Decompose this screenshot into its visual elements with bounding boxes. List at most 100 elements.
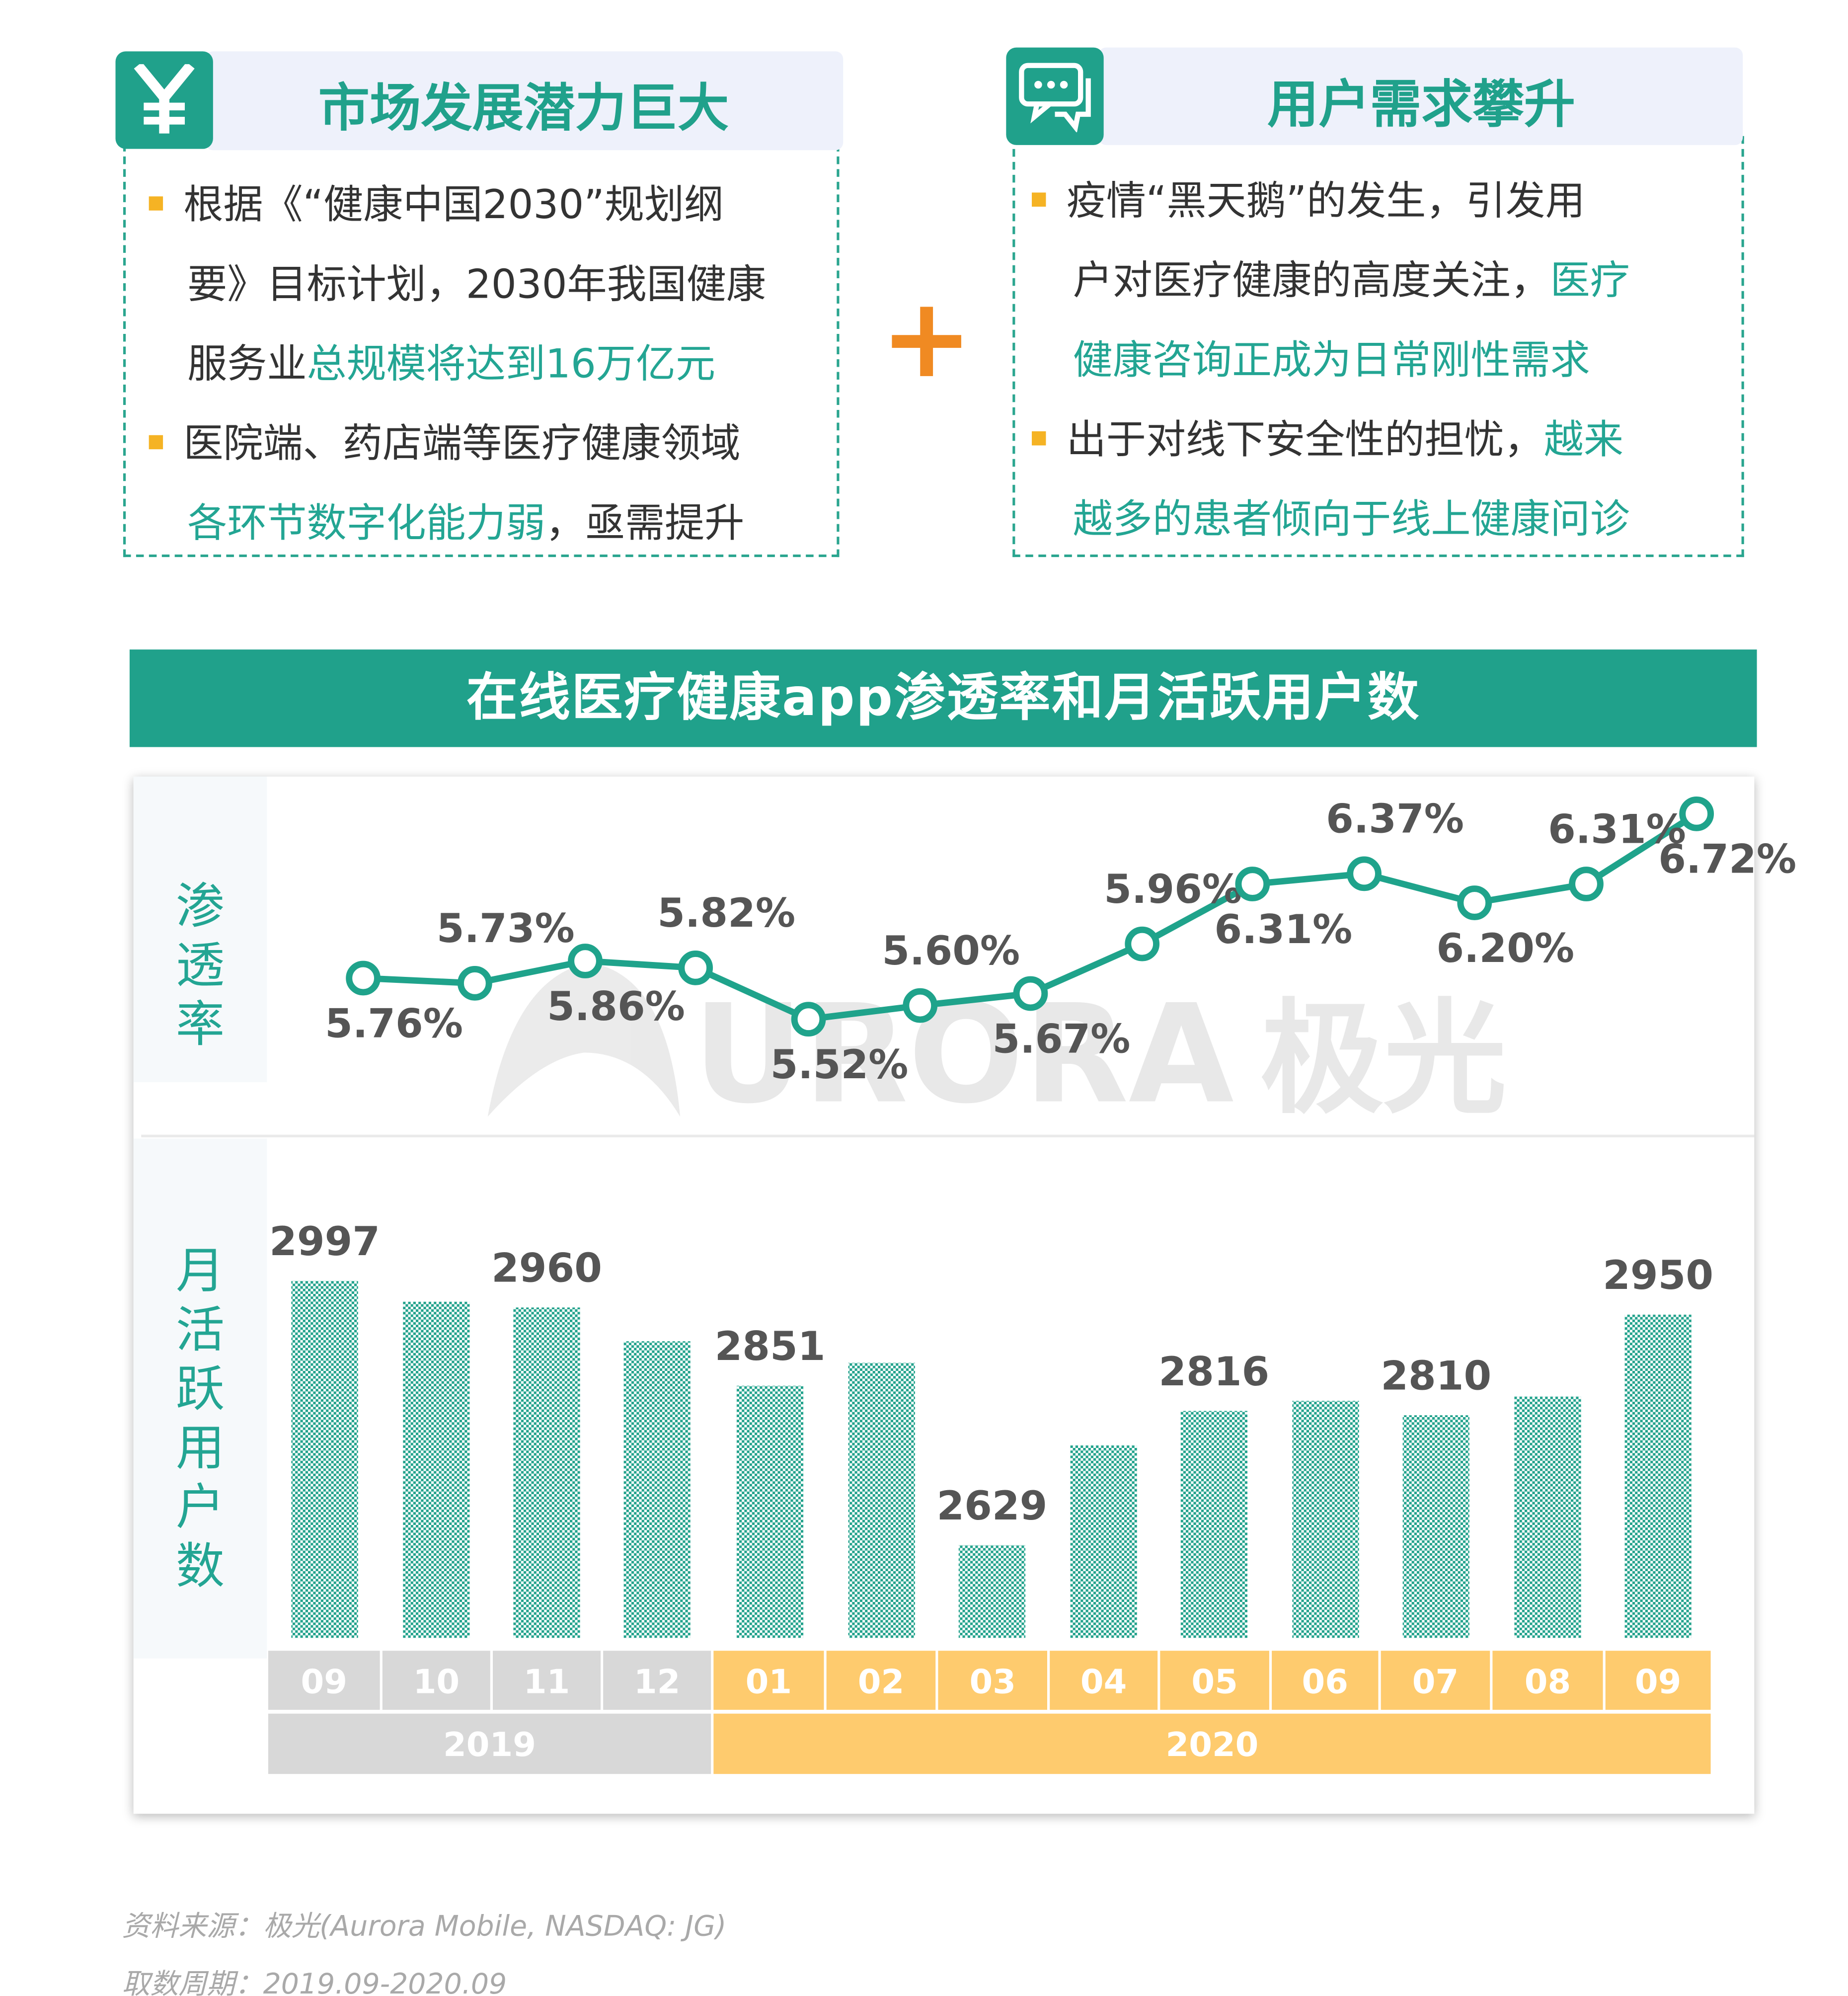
mau-bar	[1402, 1415, 1469, 1638]
penetration-label: 5.60%	[882, 928, 1020, 974]
side-label-char: 户	[175, 1479, 225, 1535]
penetration-label: 5.86%	[547, 983, 685, 1030]
source-note: 资料来源：极光(Aurora Mobile, NASDAQ: JG)	[122, 1911, 727, 1944]
mau-bar	[736, 1385, 804, 1638]
month-cell	[1160, 1651, 1269, 1710]
penetration-point	[1235, 867, 1270, 901]
chat-bubbles-icon	[1019, 63, 1091, 133]
body-text: 要》目标计划，2030年我国健康	[187, 262, 767, 308]
left-panel-tab	[205, 51, 844, 151]
month-cell	[382, 1651, 490, 1710]
highlight-text: 医疗	[1550, 258, 1630, 305]
highlight-text: 总规模将达到16万亿元	[307, 341, 716, 388]
month-label: 06	[1302, 1662, 1348, 1701]
month-label: 04	[1080, 1662, 1127, 1701]
left-panel-line: 各环节数字化能力弱，亟需提升	[187, 484, 744, 563]
side-label-char: 渗	[175, 878, 225, 935]
side-label-char: 数	[175, 1537, 225, 1595]
month-label: 09	[1635, 1662, 1681, 1701]
mau-bar	[1180, 1411, 1247, 1638]
mau-bar	[403, 1301, 470, 1638]
mau-bar-label: 2629	[936, 1483, 1047, 1529]
aurora-watermark: URORA 极光	[487, 962, 1507, 1134]
penetration-point	[903, 988, 938, 1023]
penetration-point	[1457, 885, 1492, 920]
chart-card	[133, 776, 1755, 1814]
mau-bar	[291, 1280, 358, 1638]
mau-bar	[848, 1362, 915, 1638]
highlight-text: 健康咨询正成为日常刚性需求	[1073, 337, 1590, 384]
mau-bar-label: 2997	[269, 1218, 380, 1265]
yen-icon	[134, 64, 195, 134]
left-panel-line: 要》目标计划，2030年我国健康	[187, 245, 766, 324]
mau-bar	[1624, 1314, 1692, 1638]
aurora-logo-icon	[487, 962, 681, 1117]
month-label: 02	[858, 1662, 904, 1701]
body-text: 户对医疗健康的高度关注，	[1073, 258, 1550, 305]
left-panel-line: 医院端、药店端等医疗健康领域	[149, 404, 741, 484]
penetration-point	[1347, 856, 1382, 891]
body-text: 医院端、药店端等医疗健康领域	[183, 421, 741, 468]
highlight-text: 越来	[1543, 417, 1623, 464]
left-panel-line: 服务业总规模将达到16万亿元	[187, 325, 715, 404]
mau-bar-label: 2816	[1158, 1349, 1269, 1395]
side-label-char: 率	[175, 996, 225, 1053]
body-text: ，亟需提升	[545, 500, 745, 547]
penetration-point	[457, 965, 492, 1001]
penetration-point	[1013, 976, 1048, 1011]
penetration-label: 6.20%	[1436, 925, 1574, 971]
mau-bar-label: 2950	[1603, 1252, 1713, 1298]
month-cell	[493, 1651, 601, 1710]
month-label: 09	[301, 1662, 347, 1701]
highlight-text: 各环节数字化能力弱	[187, 500, 545, 547]
penetration-label: 5.73%	[437, 905, 575, 952]
month-label: 01	[746, 1662, 792, 1701]
side-label-char: 用	[175, 1420, 225, 1476]
penetration-label: 5.96%	[1104, 866, 1242, 912]
body-text: 根据《“健康中国2030”规划纲	[183, 182, 724, 229]
month-label: 03	[969, 1662, 1015, 1701]
month-label: 07	[1412, 1662, 1459, 1701]
right-panel-tab	[1098, 47, 1743, 145]
month-cell	[713, 1651, 824, 1710]
mau-bar	[1070, 1445, 1137, 1638]
bullet-icon	[1032, 192, 1046, 207]
penetration-point	[346, 960, 381, 996]
right-panel-icon-tile	[1006, 47, 1104, 145]
bullet-icon	[1032, 431, 1046, 446]
penetration-point	[1569, 867, 1604, 901]
right-panel-line: 疫情“黑天鹅”的发生，引发用	[1032, 162, 1585, 241]
penetration-label: 6.72%	[1658, 836, 1796, 882]
month-cell	[1492, 1651, 1603, 1710]
body-text: 服务业	[187, 341, 307, 388]
penetration-label: 6.31%	[1548, 806, 1686, 852]
plus-icon	[892, 307, 961, 376]
penetration-point	[1679, 796, 1714, 831]
penetration-label: 5.67%	[993, 1016, 1131, 1062]
year-cell	[268, 1713, 711, 1774]
month-label: 11	[524, 1662, 570, 1701]
right-panel-line: 越多的患者倾向于线上健康问诊	[1073, 480, 1630, 559]
highlight-text: 越多的患者倾向于线上健康问诊	[1073, 496, 1630, 543]
chart-title-banner: 在线医疗健康app渗透率和月活跃用户数	[129, 649, 1757, 747]
penetration-point	[1125, 926, 1160, 961]
month-label: 10	[413, 1662, 460, 1701]
watermark-brand: 极光	[1260, 988, 1507, 1131]
month-label: 08	[1525, 1662, 1571, 1701]
month-cell	[1605, 1651, 1711, 1710]
year-cell	[713, 1713, 1711, 1774]
penetration-point	[791, 1002, 826, 1037]
penetration-label: 5.76%	[325, 1000, 463, 1046]
body-text: 疫情“黑天鹅”的发生，引发用	[1066, 178, 1585, 225]
right-panel-title: 用户需求攀升	[1267, 76, 1576, 135]
right-panel-line: 出于对线下安全性的担忧，越来	[1032, 400, 1623, 480]
month-cell	[826, 1651, 936, 1710]
month-cell	[603, 1651, 711, 1710]
left-panel-icon-tile	[115, 51, 213, 149]
month-label: 12	[634, 1662, 680, 1701]
year-label: 2019	[443, 1725, 536, 1764]
mau-bar	[623, 1341, 691, 1638]
left-panel-line: 根据《“健康中国2030”规划纲	[149, 165, 724, 245]
